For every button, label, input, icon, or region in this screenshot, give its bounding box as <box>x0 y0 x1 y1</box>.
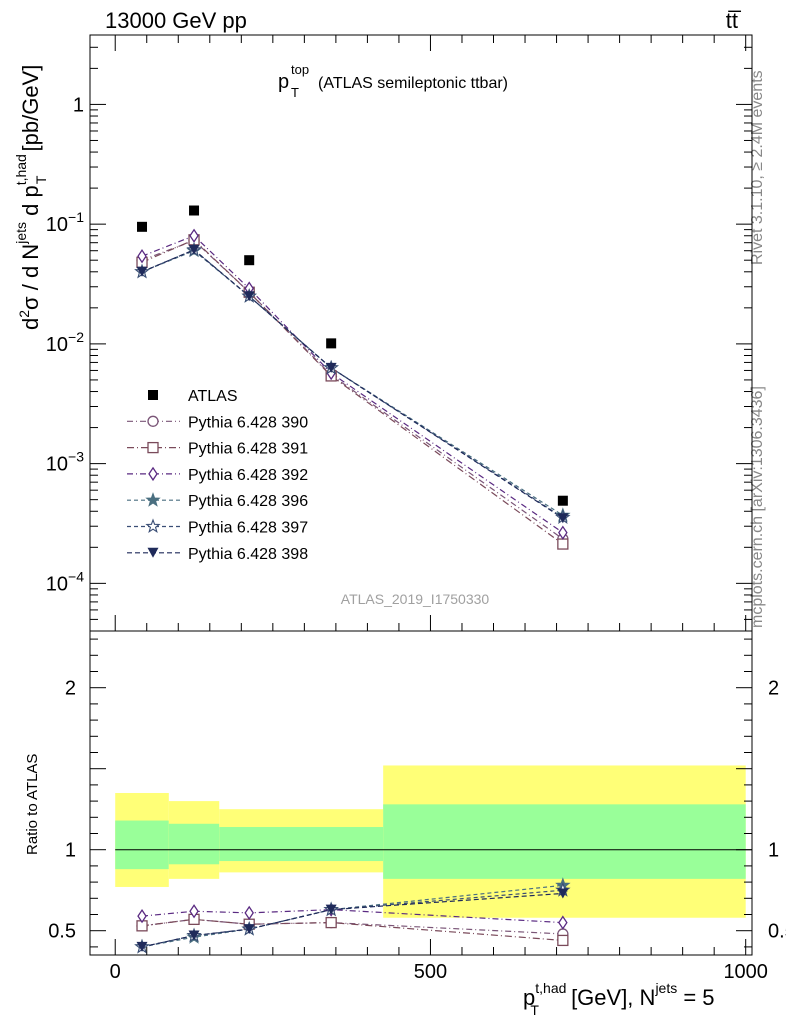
legend-entry: Pythia 6.428 392 <box>127 466 308 484</box>
plot-title-sub: T <box>291 85 299 100</box>
main-data-point <box>243 291 255 302</box>
ratio-data-point <box>188 930 200 941</box>
energy-label: 13000 GeV pp <box>105 8 247 33</box>
process-label: tt̅ <box>726 8 742 33</box>
ratio-y-tick-label-right: 0.5 <box>768 921 786 943</box>
legend-marker <box>145 518 161 534</box>
legend-marker <box>145 492 161 507</box>
main-data-point <box>188 244 200 255</box>
legend-label: Pythia 6.428 390 <box>188 414 308 431</box>
main-series-line <box>141 235 564 534</box>
stat-uncertainty-band <box>168 823 220 865</box>
legend-entry: Pythia 6.428 398 <box>127 546 308 563</box>
ratio-data-point <box>137 908 147 924</box>
legend-label: Pythia 6.428 392 <box>188 467 308 484</box>
y-tick-label: 10−2 <box>46 329 84 356</box>
stat-uncertainty-band <box>383 804 746 879</box>
axis-ticks: 10−4 10−3 10−2 10−1 1 0.5 0.5 1 1 2 2 0 500 1000 <box>46 35 786 983</box>
x-tick-label: 500 <box>414 961 447 983</box>
main-data-point <box>137 221 148 232</box>
ratio-plot-frame <box>89 630 753 956</box>
legend: ATLAS Pythia 6.428 390 Pythia 6.428 391 Pyt… <box>127 388 308 563</box>
main-y-axis-label: d2σ / d Njets d pt,had T [pb/GeV] <box>13 65 49 330</box>
mcplots-label: mcplots.cern.ch [arXiv:1306.3436] <box>749 386 766 628</box>
y-tick-label: 10−4 <box>46 568 84 595</box>
stat-uncertainty-band <box>219 827 384 862</box>
ratio-data-point <box>243 924 255 935</box>
legend-label: Pythia 6.428 398 <box>188 546 308 563</box>
ratio-series-line <box>141 918 563 942</box>
ratio-data-point <box>136 941 148 952</box>
ratio-y-tick-label-left: 1 <box>65 840 76 862</box>
legend-entry: Pythia 6.428 390 <box>127 414 308 431</box>
legend-entry: Pythia 6.428 397 <box>127 518 308 537</box>
x-tick-label: 0 <box>110 961 121 983</box>
main-data-point <box>557 495 568 506</box>
main-data-point <box>557 513 569 524</box>
legend-label: Pythia 6.428 391 <box>188 441 308 458</box>
main-data-point <box>136 266 148 277</box>
main-plot-frame <box>89 34 753 632</box>
ratio-data-point <box>244 905 254 921</box>
legend-label: Pythia 6.428 396 <box>188 493 308 510</box>
legend-marker <box>147 547 159 558</box>
legend-marker <box>147 441 159 454</box>
main-data-point <box>325 362 337 373</box>
ratio-y-tick-label-left: 0.5 <box>48 921 76 943</box>
main-data-point <box>189 228 199 243</box>
plot-title: p top T (ATLAS semileptonic ttbar) <box>278 62 508 100</box>
main-data-point <box>326 338 337 349</box>
ratio-data-point <box>189 904 199 919</box>
main-data-point <box>189 205 200 216</box>
plot-title-main: p <box>278 71 289 93</box>
legend-marker <box>147 415 159 427</box>
ratio-series-line <box>141 918 563 935</box>
main-data-point <box>137 249 147 264</box>
main-data-point <box>244 255 255 266</box>
ratio-y-axis-label: Ratio to ATLAS <box>24 754 41 855</box>
rivet-version-label: Rivet 3.1.10, ≥ 2.4M events <box>749 70 766 265</box>
ratio-data-point <box>325 916 337 929</box>
ratio-data-point <box>557 888 569 899</box>
ratio-y-tick-label-right: 1 <box>768 840 779 862</box>
legend-entry: Pythia 6.428 391 <box>127 441 308 458</box>
legend-entry: Pythia 6.428 396 <box>127 492 308 510</box>
analysis-label: ATLAS_2019_I1750330 <box>341 591 490 607</box>
x-axis-label: pt,had T [GeV], Njets = 5 <box>523 980 715 1018</box>
uncertainty-bands <box>115 765 752 918</box>
ratio-data-point <box>325 904 337 915</box>
legend-label: Pythia 6.428 397 <box>188 520 308 537</box>
y-tick-label: 10−1 <box>46 209 84 236</box>
ratio-y-tick-label-left: 2 <box>65 678 76 700</box>
series-markers <box>134 205 571 954</box>
stat-uncertainty-band <box>115 820 169 870</box>
ratio-data-point <box>557 934 569 947</box>
plot-title-sup: top <box>291 62 309 77</box>
ratio-y-tick-label-right: 2 <box>768 678 779 700</box>
ratio-data-point <box>558 915 568 930</box>
main-data-point <box>557 538 569 550</box>
legend-marker <box>148 390 158 400</box>
y-tick-label: 1 <box>73 94 84 116</box>
main-data-point <box>558 525 568 540</box>
plot-title-rest: (ATLAS semileptonic ttbar) <box>318 75 508 92</box>
legend-marker <box>148 466 158 482</box>
y-tick-label: 10−3 <box>46 449 84 476</box>
legend-entry: ATLAS <box>148 388 238 405</box>
legend-label: ATLAS <box>188 388 238 405</box>
x-tick-label: 1000 <box>723 961 768 983</box>
